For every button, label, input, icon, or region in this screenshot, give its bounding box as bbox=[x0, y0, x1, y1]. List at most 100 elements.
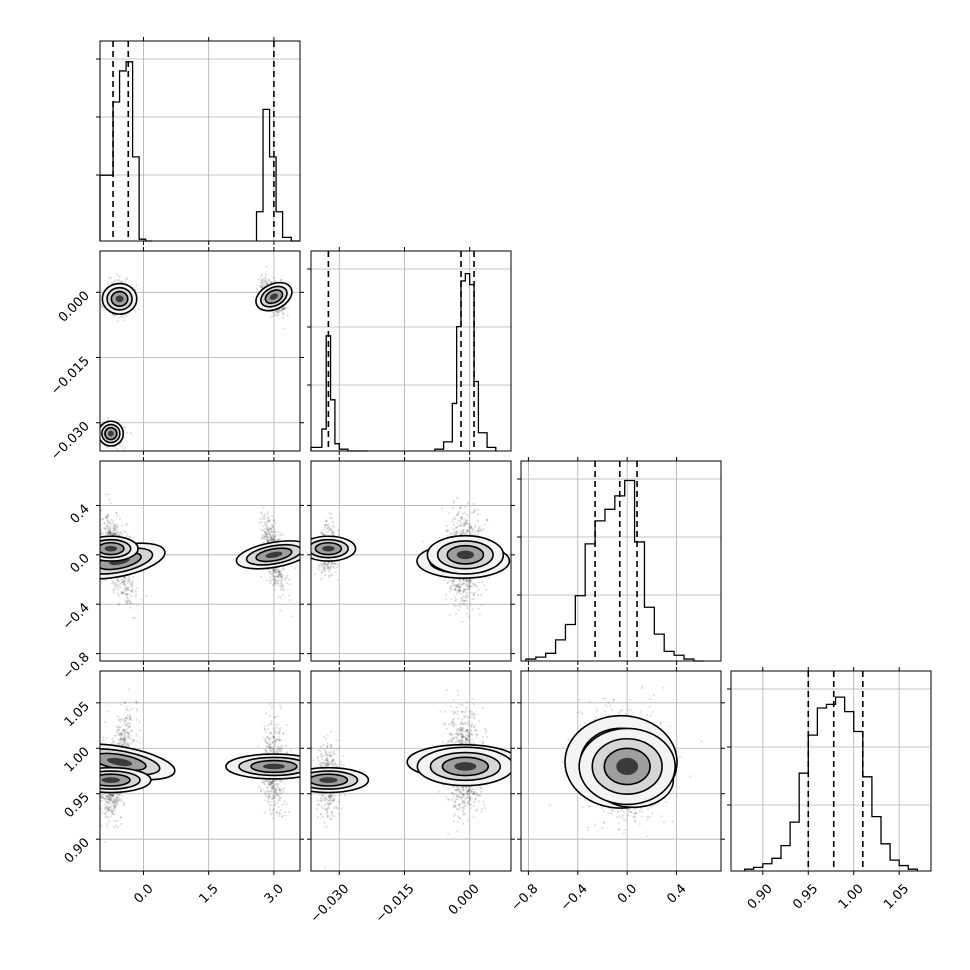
sample-point bbox=[458, 520, 461, 523]
sample-point bbox=[331, 531, 334, 534]
sample-point bbox=[281, 588, 284, 591]
sample-point bbox=[97, 306, 99, 308]
sample-point bbox=[129, 602, 132, 605]
sample-point bbox=[320, 532, 324, 535]
sample-point bbox=[331, 529, 335, 533]
sample-point bbox=[458, 587, 461, 591]
sample-point bbox=[466, 607, 469, 610]
sample-point bbox=[284, 307, 287, 310]
sample-point bbox=[122, 740, 126, 743]
sample-point bbox=[119, 586, 122, 589]
sample-point bbox=[461, 531, 465, 534]
sample-point bbox=[107, 493, 110, 496]
sample-point bbox=[281, 586, 284, 589]
sample-point bbox=[279, 609, 282, 612]
sample-point bbox=[454, 517, 457, 521]
sample-point bbox=[465, 592, 468, 595]
sample-point bbox=[261, 283, 264, 287]
sample-point bbox=[478, 528, 481, 531]
sample-point bbox=[463, 524, 466, 528]
sample-point bbox=[267, 529, 270, 532]
sample-point bbox=[262, 536, 266, 539]
sample-point bbox=[117, 594, 121, 598]
sample-point bbox=[467, 583, 470, 586]
sample-point bbox=[266, 524, 269, 528]
sample-point bbox=[458, 589, 461, 593]
sample-point bbox=[108, 529, 111, 532]
sample-point bbox=[125, 717, 128, 720]
sample-point bbox=[276, 311, 280, 314]
sample-point bbox=[123, 280, 127, 283]
sample-point bbox=[124, 731, 127, 734]
sample-point bbox=[286, 574, 289, 577]
sample-point bbox=[260, 273, 263, 276]
sample-point bbox=[449, 533, 452, 536]
sample-point bbox=[113, 820, 116, 823]
sample-point bbox=[270, 538, 273, 541]
sample-point bbox=[121, 578, 124, 581]
sample-point bbox=[463, 588, 466, 592]
sample-point bbox=[451, 582, 454, 585]
sample-point bbox=[486, 518, 489, 521]
sample-point bbox=[318, 569, 321, 572]
sample-point bbox=[112, 588, 115, 592]
sample-point bbox=[269, 535, 272, 538]
sample-point bbox=[480, 529, 484, 532]
sample-point bbox=[462, 512, 465, 515]
sample-point bbox=[264, 531, 267, 534]
sample-point bbox=[117, 796, 120, 800]
sample-point bbox=[111, 580, 114, 583]
sample-point bbox=[284, 576, 287, 580]
histogram-panel-1 bbox=[96, 37, 301, 245]
sample-point bbox=[137, 308, 140, 311]
sample-point bbox=[457, 584, 460, 587]
sample-point bbox=[276, 575, 279, 578]
sample-point bbox=[326, 523, 329, 526]
sample-point bbox=[104, 531, 107, 534]
sample-point bbox=[118, 533, 121, 536]
sample-point bbox=[486, 519, 489, 522]
sample-point bbox=[273, 569, 276, 572]
sample-point bbox=[113, 807, 116, 810]
sample-point bbox=[138, 742, 141, 745]
sample-point bbox=[271, 573, 274, 576]
sample-point bbox=[281, 307, 284, 310]
sample-point bbox=[331, 562, 334, 566]
sample-point bbox=[263, 281, 266, 284]
sample-point bbox=[269, 581, 272, 585]
sample-point bbox=[135, 593, 138, 596]
sample-point bbox=[115, 525, 118, 528]
sample-point bbox=[120, 718, 123, 721]
sample-point bbox=[270, 523, 273, 527]
sample-point bbox=[94, 548, 96, 550]
sample-point bbox=[109, 530, 112, 534]
histogram-panel-3 bbox=[517, 457, 722, 665]
sample-point bbox=[112, 740, 116, 744]
sample-point bbox=[279, 574, 282, 577]
sample-point bbox=[270, 535, 273, 538]
sample-point bbox=[109, 523, 112, 527]
sample-point bbox=[469, 528, 472, 531]
sample-point bbox=[323, 562, 326, 565]
sample-point bbox=[124, 742, 127, 745]
sample-point bbox=[266, 519, 269, 523]
sample-point bbox=[116, 531, 119, 534]
sample-point bbox=[121, 316, 125, 319]
histogram-panel-4 bbox=[727, 667, 932, 875]
sample-point bbox=[110, 793, 113, 796]
sample-point bbox=[464, 520, 467, 523]
sample-point bbox=[325, 520, 328, 523]
sample-point bbox=[465, 529, 469, 532]
sample-point bbox=[473, 523, 477, 526]
sample-point bbox=[129, 535, 132, 538]
sample-point bbox=[135, 732, 138, 735]
sample-point bbox=[460, 597, 463, 600]
sample-point bbox=[112, 519, 115, 523]
sample-point bbox=[456, 514, 459, 517]
sample-point bbox=[116, 798, 119, 801]
sample-point bbox=[460, 524, 463, 528]
sample-point bbox=[273, 528, 276, 531]
sample-point bbox=[458, 533, 462, 536]
sample-point bbox=[461, 529, 465, 532]
sample-point bbox=[269, 527, 272, 531]
